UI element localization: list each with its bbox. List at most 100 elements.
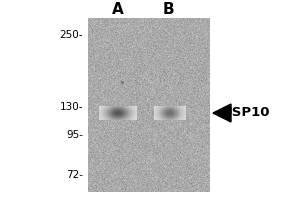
Bar <box>164 119 165 120</box>
Bar <box>179 110 180 111</box>
Bar <box>121 118 122 119</box>
Bar <box>123 107 124 108</box>
Bar <box>174 112 175 113</box>
Bar <box>115 114 116 115</box>
Bar <box>123 115 124 116</box>
Bar <box>123 114 124 115</box>
Text: USP10: USP10 <box>222 106 271 119</box>
Bar <box>101 118 102 119</box>
Bar <box>183 114 184 115</box>
Bar <box>173 118 174 119</box>
Bar <box>134 115 135 116</box>
Bar <box>132 111 133 112</box>
Bar <box>159 114 160 115</box>
Bar <box>113 118 114 119</box>
Bar <box>182 112 183 113</box>
Bar <box>115 119 116 120</box>
Bar <box>156 116 157 117</box>
Bar <box>177 114 178 115</box>
Bar <box>176 116 177 117</box>
Bar <box>123 110 124 111</box>
Bar <box>120 108 121 109</box>
Bar <box>118 109 119 110</box>
Bar <box>118 117 119 118</box>
Bar <box>164 109 165 110</box>
Bar <box>163 112 164 113</box>
Bar <box>101 115 102 116</box>
Bar <box>116 117 117 118</box>
Bar <box>102 118 103 119</box>
Bar <box>130 119 131 120</box>
Bar <box>116 111 117 112</box>
Bar <box>170 106 171 107</box>
Bar <box>104 110 105 111</box>
Bar <box>128 108 129 109</box>
Bar <box>162 107 163 108</box>
Bar <box>184 110 185 111</box>
Bar <box>131 119 132 120</box>
Bar <box>154 115 155 116</box>
Bar <box>103 109 104 110</box>
Bar <box>108 119 109 120</box>
Bar <box>118 108 119 109</box>
Bar <box>127 116 128 117</box>
Bar <box>124 117 125 118</box>
Bar <box>160 111 161 112</box>
Bar <box>113 109 114 110</box>
Bar <box>168 113 169 114</box>
Bar <box>170 107 171 108</box>
Bar <box>133 107 134 108</box>
Bar <box>172 107 173 108</box>
Bar <box>116 114 117 115</box>
Bar <box>116 107 117 108</box>
Bar <box>112 115 113 116</box>
Bar <box>156 119 157 120</box>
Bar <box>180 119 181 120</box>
Bar <box>124 107 125 108</box>
Bar <box>112 118 113 119</box>
Bar <box>119 109 120 110</box>
Bar <box>178 112 179 113</box>
Bar <box>121 117 122 118</box>
Bar <box>113 110 114 111</box>
Bar <box>107 106 108 107</box>
Bar <box>124 115 125 116</box>
Bar <box>163 117 164 118</box>
Polygon shape <box>213 104 231 122</box>
Bar <box>111 116 112 117</box>
Bar <box>119 108 120 109</box>
Bar <box>120 115 121 116</box>
Bar <box>127 110 128 111</box>
Bar <box>177 107 178 108</box>
Bar <box>136 107 137 108</box>
Bar <box>154 106 155 107</box>
Bar <box>107 114 108 115</box>
Bar <box>135 106 136 107</box>
Bar <box>132 115 133 116</box>
Bar <box>134 109 135 110</box>
Bar <box>104 114 105 115</box>
Bar <box>168 108 169 109</box>
Bar <box>177 106 178 107</box>
Bar <box>129 110 130 111</box>
Bar <box>133 108 134 109</box>
Bar <box>159 110 160 111</box>
Bar <box>119 110 120 111</box>
Bar <box>160 106 161 107</box>
Bar <box>99 112 100 113</box>
Bar <box>128 118 129 119</box>
Bar <box>176 114 177 115</box>
Bar <box>183 109 184 110</box>
Bar <box>156 109 157 110</box>
Bar <box>117 110 118 111</box>
Bar <box>159 116 160 117</box>
Bar <box>117 116 118 117</box>
Bar <box>122 112 123 113</box>
Bar <box>180 114 181 115</box>
Bar <box>162 111 163 112</box>
Bar <box>126 118 127 119</box>
Bar <box>155 119 156 120</box>
Bar <box>106 111 107 112</box>
Bar <box>157 115 158 116</box>
Bar <box>166 107 167 108</box>
